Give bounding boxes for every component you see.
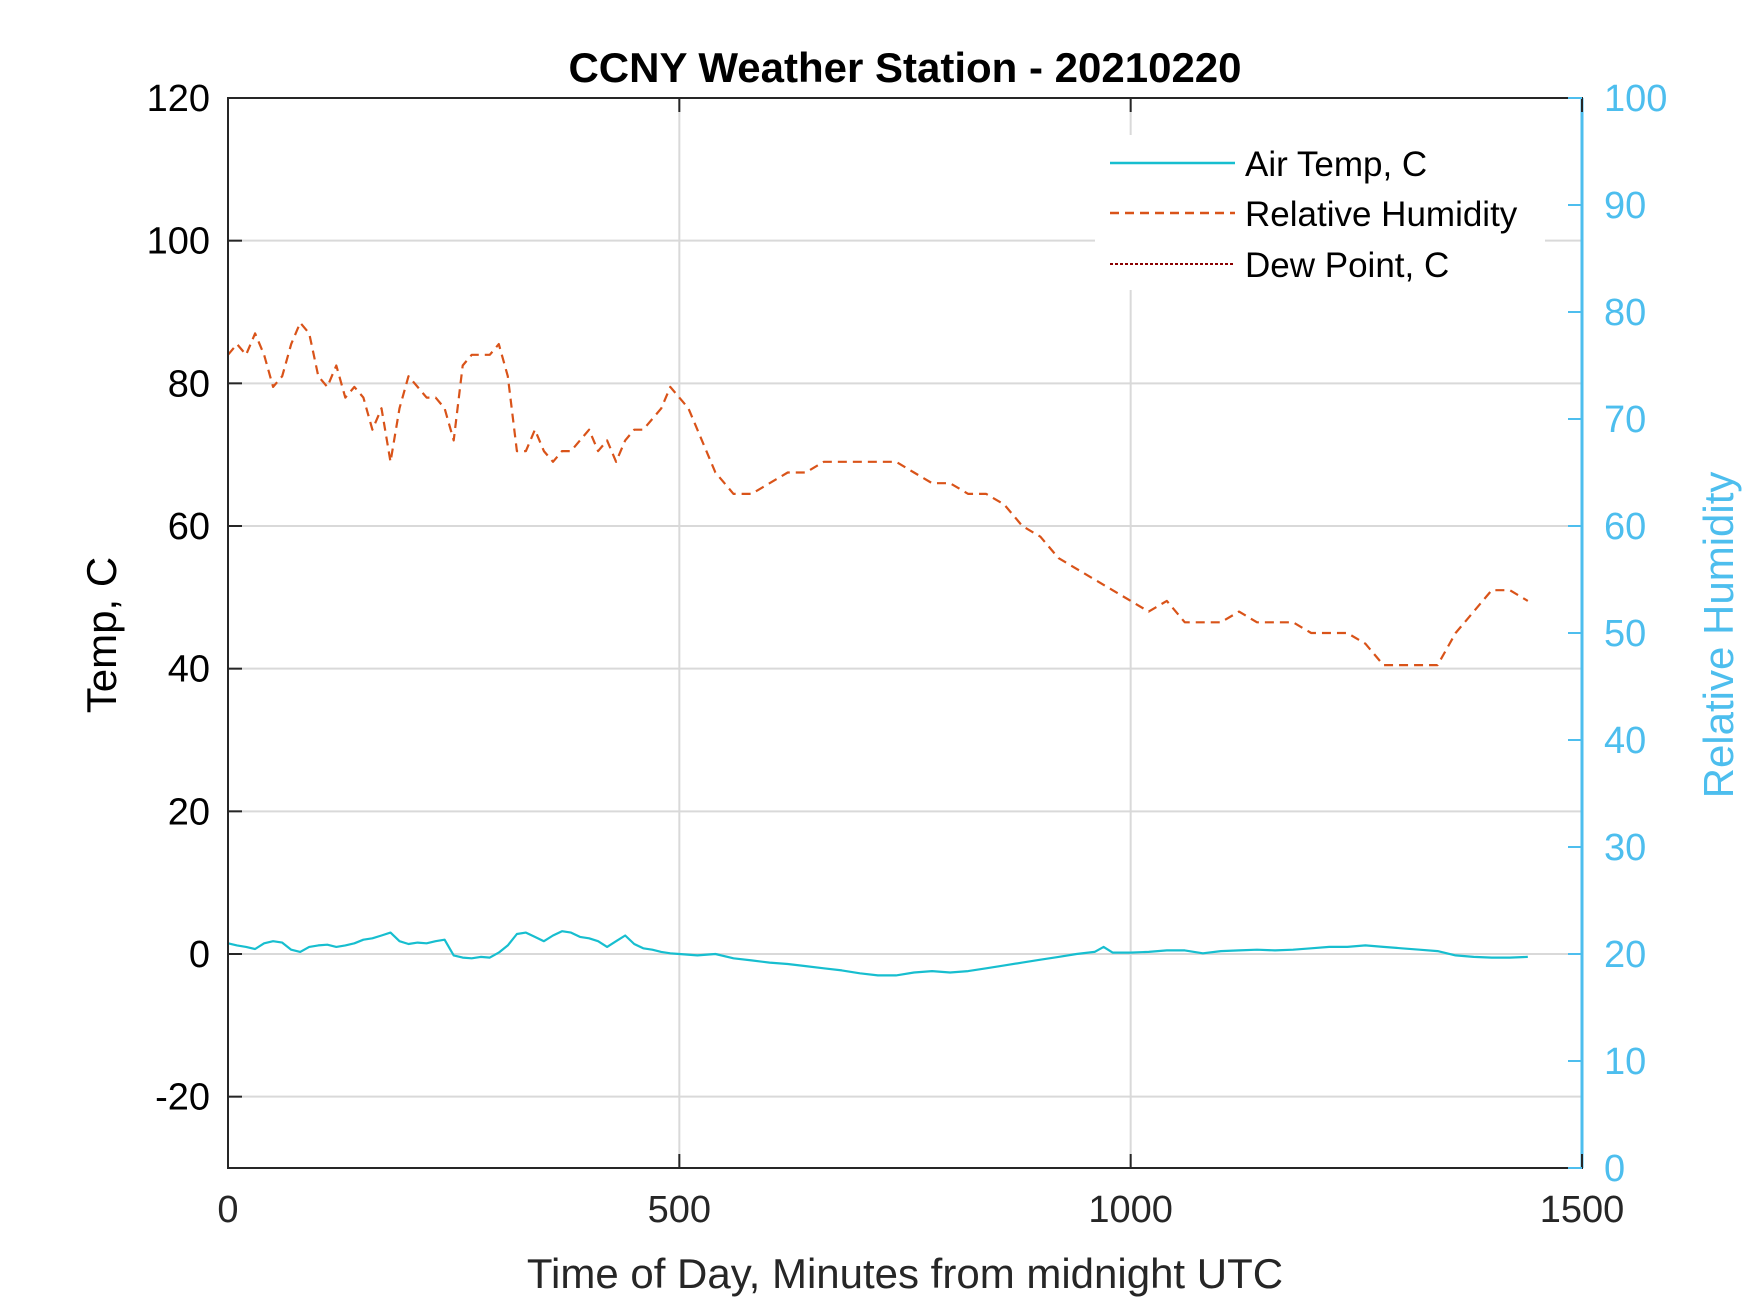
y-left-tick-label-7: 120 bbox=[147, 78, 210, 120]
legend-label-dew-point: Dew Point, C bbox=[1245, 246, 1449, 285]
x-tick-label-3: 1500 bbox=[1540, 1189, 1625, 1231]
y-left-tick-label-4: 60 bbox=[168, 506, 210, 548]
x-tick-label-0: 0 bbox=[217, 1189, 238, 1231]
y-right-tick-label-5: 50 bbox=[1604, 613, 1646, 655]
y-right-tick-label-3: 30 bbox=[1604, 827, 1646, 869]
y-left-tick-label-1: 0 bbox=[189, 934, 210, 976]
x-tick-label-1: 500 bbox=[648, 1189, 711, 1231]
y-left-tick-label-2: 20 bbox=[168, 791, 210, 833]
chart-title: CCNY Weather Station - 20210220 bbox=[568, 44, 1241, 91]
y-right-tick-label-2: 20 bbox=[1604, 934, 1646, 976]
y-left-tick-label-3: 40 bbox=[168, 649, 210, 691]
series-line-air-temp-c bbox=[227, 930, 1528, 977]
y-right-tick-label-0: 0 bbox=[1604, 1148, 1625, 1190]
y-right-tick-label-1: 10 bbox=[1604, 1041, 1646, 1083]
y-left-tick-label-6: 100 bbox=[147, 221, 210, 263]
series-line-relative-humidity bbox=[227, 321, 1529, 667]
y-right-tick-label-8: 80 bbox=[1604, 292, 1646, 334]
legend: Air Temp, C Relative Humidity Dew Point,… bbox=[1095, 135, 1545, 290]
y-right-tick-label-10: 100 bbox=[1604, 78, 1667, 120]
y-left-tick-label-0: -20 bbox=[155, 1077, 210, 1119]
y-right-tick-label-9: 90 bbox=[1604, 185, 1646, 227]
y-axis-left-label: Temp, C bbox=[78, 557, 125, 713]
x-tick-label-2: 1000 bbox=[1088, 1189, 1173, 1231]
x-axis-label: Time of Day, Minutes from midnight UTC bbox=[527, 1250, 1283, 1297]
y-left-tick-label-5: 80 bbox=[168, 363, 210, 405]
legend-label-relative-humidity: Relative Humidity bbox=[1245, 195, 1518, 234]
y-right-tick-label-6: 60 bbox=[1604, 506, 1646, 548]
y-axis-right-label: Relative Humidity bbox=[1695, 472, 1742, 799]
y-right-tick-label-4: 40 bbox=[1604, 720, 1646, 762]
y-right-tick-label-7: 70 bbox=[1604, 399, 1646, 441]
plot-series bbox=[227, 321, 1529, 977]
legend-label-air-temp: Air Temp, C bbox=[1245, 145, 1427, 184]
